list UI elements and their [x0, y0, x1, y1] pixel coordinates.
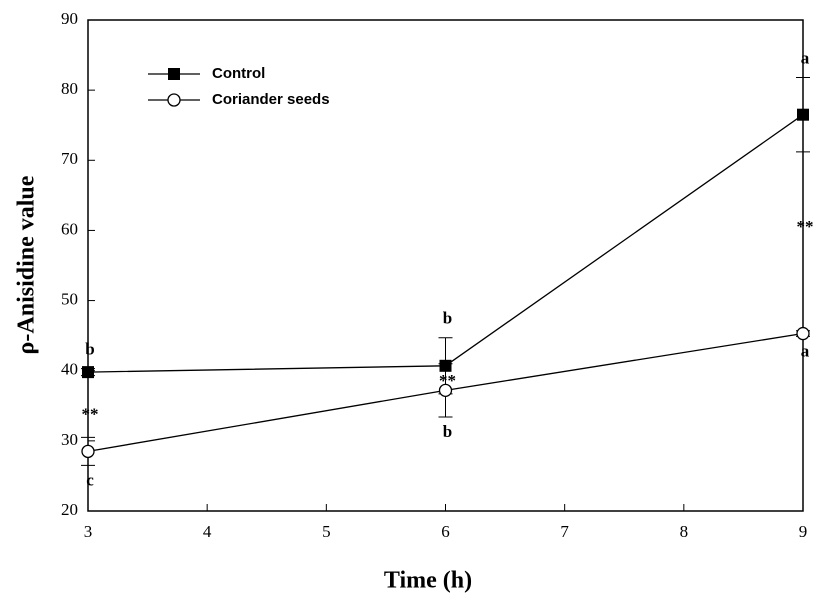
- x-tick-label: 6: [441, 522, 450, 541]
- y-tick-label: 40: [61, 360, 78, 379]
- significance-mark: **: [82, 405, 99, 424]
- significance-letter: b: [443, 422, 452, 441]
- x-tick-label: 5: [322, 522, 331, 541]
- y-tick-label: 20: [61, 500, 78, 519]
- legend-marker: [167, 93, 181, 107]
- marker: [81, 444, 95, 459]
- significance-letter: a: [801, 341, 810, 360]
- x-tick-label: 8: [680, 522, 689, 541]
- legend-label: Coriander seeds: [212, 91, 330, 108]
- x-tick-label: 4: [203, 522, 212, 541]
- marker: [82, 366, 94, 379]
- y-tick-label: 50: [61, 289, 78, 308]
- marker: [797, 108, 809, 121]
- significance-letter: b: [443, 309, 452, 328]
- legend-marker: [168, 68, 180, 80]
- x-tick-label: 9: [799, 522, 808, 541]
- y-tick-label: 90: [61, 9, 78, 28]
- significance-mark: **: [797, 217, 814, 236]
- significance-letter: a: [801, 48, 810, 67]
- significance-mark: **: [439, 371, 456, 390]
- series-line: [87, 114, 804, 373]
- y-tick-label: 60: [61, 219, 78, 238]
- significance-letter: c: [86, 470, 94, 489]
- y-tick-label: 80: [61, 79, 78, 98]
- marker: [438, 383, 453, 398]
- significance-letter: b: [85, 340, 94, 359]
- x-tick-label: 7: [560, 522, 569, 541]
- x-tick-label: 3: [84, 522, 93, 541]
- y-tick-label: 70: [61, 149, 78, 168]
- legend-label: Control: [212, 65, 265, 82]
- marker: [796, 326, 810, 341]
- y-axis-title: ρ-Anisidine value: [14, 175, 40, 354]
- x-axis-title: Time (h): [384, 568, 472, 594]
- y-tick-label: 30: [61, 430, 78, 449]
